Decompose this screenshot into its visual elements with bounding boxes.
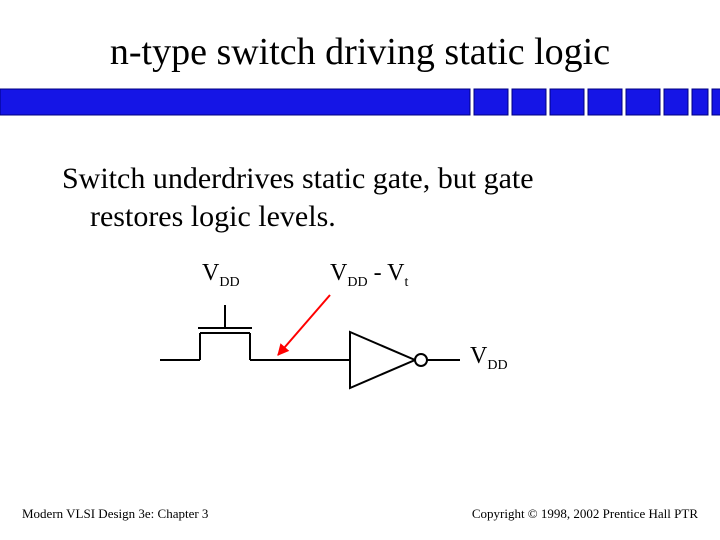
decor-bar <box>0 88 720 116</box>
body-line-1: Switch underdrives static gate, but gate <box>62 162 534 195</box>
footer-right: Copyright © 1998, 2002 Prentice Hall PTR <box>472 506 698 522</box>
body-line-2: restores logic levels. <box>90 198 662 236</box>
slide-title: n-type switch driving static logic <box>0 30 720 74</box>
label-vdd-minus-vt: VDD - Vt <box>330 260 408 291</box>
label-vdd-gate: VDD <box>202 260 240 291</box>
label-vdd-out: VDD <box>470 343 508 374</box>
body-text: Switch underdrives static gate, but gate… <box>62 160 662 235</box>
circuit-diagram: VDD VDD - Vt VDD <box>150 265 570 435</box>
footer-left: Modern VLSI Design 3e: Chapter 3 <box>22 506 208 522</box>
